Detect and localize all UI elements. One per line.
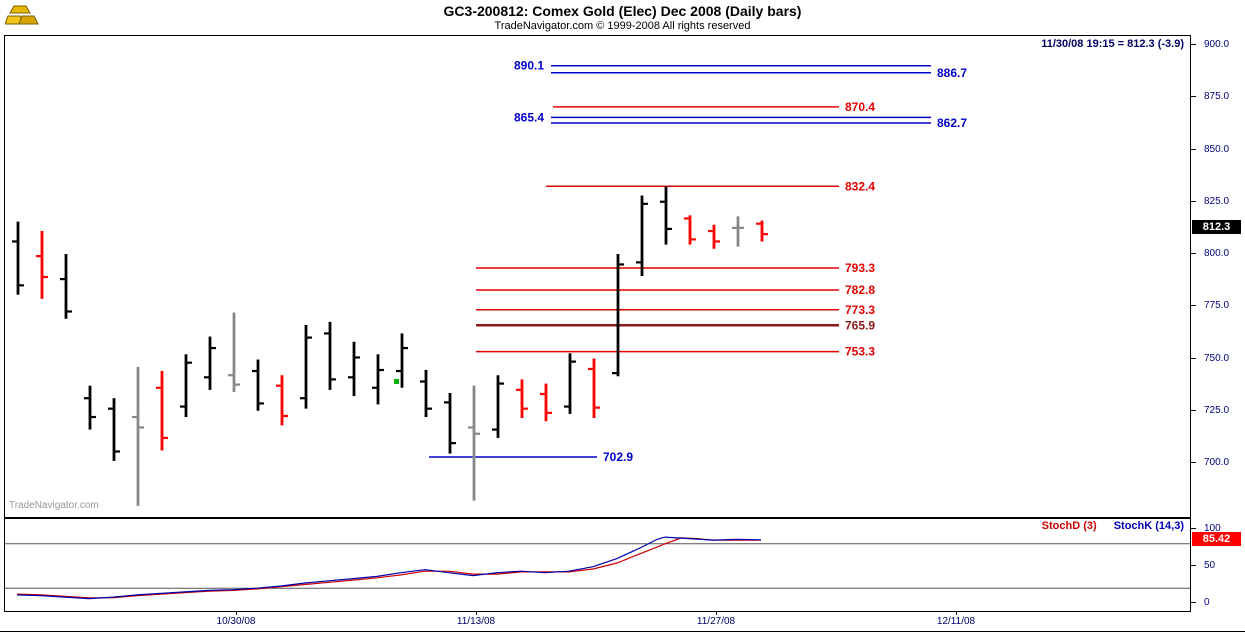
price-tick-label: 775.0 <box>1204 300 1230 312</box>
stochd-label[interactable]: StochD (3) <box>1041 520 1097 532</box>
level-label: 886.7 <box>937 66 967 80</box>
level-label: 702.9 <box>603 450 633 464</box>
time-axis[interactable]: 10/30/08 11/13/08 11/27/08 12/11/08 <box>4 612 1191 631</box>
stoch-tick-label: 100 <box>1204 523 1221 534</box>
price-tick-label: 825.0 <box>1204 195 1230 207</box>
price-tick-label: 875.0 <box>1204 91 1230 103</box>
price-tick-mark <box>1191 253 1196 254</box>
price-tick-label: 725.0 <box>1204 404 1230 416</box>
price-tick-mark <box>1191 148 1196 150</box>
stochd-line <box>16 537 761 599</box>
price-tick-label: 800.0 <box>1204 248 1230 259</box>
level-label: 793.3 <box>845 261 875 275</box>
level-label: 773.3 <box>845 303 875 317</box>
price-tick-mark <box>1191 44 1196 45</box>
stoch-tick-mark <box>1191 528 1196 529</box>
stoch-tick-mark <box>1191 602 1196 603</box>
stochastic-legend: StochD (3) StochK (14,3) <box>1042 520 1184 532</box>
stoch-tick-mark <box>1191 565 1196 566</box>
current-stoch-badge: 85.42 <box>1192 531 1241 546</box>
gold-bars-logo-icon <box>5 5 39 25</box>
level-label: 832.4 <box>845 179 875 193</box>
stoch-tick-label: 0 <box>1204 597 1210 608</box>
date-label: 10/30/08 <box>216 616 256 627</box>
level-label: 862.7 <box>937 116 967 130</box>
level-label: 753.3 <box>845 345 875 359</box>
chart-title: GC3-200812: Comex Gold (Elec) Dec 2008 (… <box>443 3 802 19</box>
stochastic-panel[interactable]: StochD (3) StochK (14,3) <box>4 518 1191 612</box>
date-label: 12/11/08 <box>936 616 976 627</box>
price-axis[interactable]: 812.3 85.42 900.0 875.0 850.0 825.0 800.0 775… <box>1191 35 1245 612</box>
price-tick-label: 700.0 <box>1204 457 1230 468</box>
stochastic-canvas <box>5 536 1190 600</box>
price-tick-mark <box>1191 357 1196 359</box>
price-chart-canvas: 890.1 886.7 870.4 865.4 862.7 832.4 793.3 782.8… <box>12 59 967 506</box>
price-tick-label: 750.0 <box>1204 352 1230 364</box>
date-label: 11/13/08 <box>456 616 496 627</box>
chart-subtitle: TradeNavigator.com © 1999-2008 All right… <box>494 20 751 32</box>
price-tick-mark <box>1191 200 1196 202</box>
stochk-label[interactable]: StochK (14,3) <box>1113 520 1184 532</box>
date-tick-mark <box>956 612 957 615</box>
current-price-badge: 812.3 <box>1192 220 1241 235</box>
level-label: 865.4 <box>514 110 544 124</box>
stochk-line <box>16 536 762 600</box>
level-label: 890.1 <box>514 59 544 73</box>
watermark-text: TradeNavigator.com <box>9 500 99 511</box>
date-tick-mark <box>236 612 237 615</box>
price-tick-label: 900.0 <box>1204 39 1230 50</box>
level-label: 765.9 <box>845 318 875 332</box>
green-dot-marker <box>394 378 399 384</box>
price-tick-mark <box>1191 462 1196 463</box>
price-panel[interactable]: 890.1 886.7 870.4 865.4 862.7 832.4 793.3 782.8… <box>4 35 1191 518</box>
date-tick-mark <box>476 612 477 615</box>
level-label: 782.8 <box>845 283 875 297</box>
last-quote-annotation: 11/30/08 19:15 = 812.3 (-3.9) <box>1041 38 1184 50</box>
date-tick-mark <box>716 612 717 615</box>
chart-header: GC3-200812: Comex Gold (Elec) Dec 2008 (… <box>0 0 1245 35</box>
stoch-tick-label: 50 <box>1204 560 1216 571</box>
price-tick-mark <box>1191 409 1196 411</box>
level-label: 870.4 <box>845 100 875 114</box>
price-tick-label: 850.0 <box>1204 143 1230 155</box>
price-tick-mark <box>1191 305 1196 307</box>
price-tick-mark <box>1191 96 1196 98</box>
date-label: 11/27/08 <box>696 616 736 627</box>
